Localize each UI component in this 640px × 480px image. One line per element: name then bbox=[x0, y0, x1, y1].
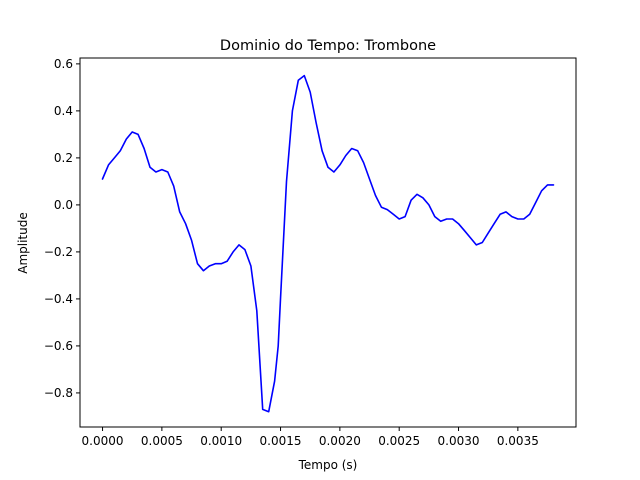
y-tick-label: −0.6 bbox=[44, 339, 73, 353]
y-tick-label: 0.2 bbox=[54, 151, 73, 165]
y-tick-label: −0.2 bbox=[44, 245, 73, 259]
x-tick-label: 0.0000 bbox=[82, 434, 124, 448]
y-tick-label: 0.4 bbox=[54, 104, 73, 118]
y-tick-label: 0.0 bbox=[54, 198, 73, 212]
y-axis-ticks: 0.6 0.4 0.2 0.0 −0.2 −0.4 −0.6 −0.8 bbox=[44, 57, 80, 400]
x-axis-ticks: 0.0000 0.0005 0.0010 0.0015 0.0020 0.0025 0.00… bbox=[82, 427, 539, 448]
x-tick-label: 0.0020 bbox=[319, 434, 361, 448]
x-tick-label: 0.0035 bbox=[497, 434, 539, 448]
y-tick-label: −0.8 bbox=[44, 386, 73, 400]
series-line-group bbox=[101, 74, 555, 413]
x-tick-label: 0.0025 bbox=[378, 434, 420, 448]
y-tick-label: 0.6 bbox=[54, 57, 73, 71]
x-tick-label: 0.0005 bbox=[141, 434, 183, 448]
y-tick-label: −0.4 bbox=[44, 292, 73, 306]
x-tick-label: 0.0010 bbox=[200, 434, 242, 448]
chart-title: Dominio do Tempo: Trombone bbox=[220, 38, 436, 54]
x-tick-label: 0.0015 bbox=[260, 434, 302, 448]
x-tick-label: 0.0030 bbox=[438, 434, 480, 448]
plot-frame bbox=[79, 57, 577, 428]
x-axis-label: Tempo (s) bbox=[298, 458, 358, 472]
series-line bbox=[101, 74, 555, 413]
y-axis-label: Amplitude bbox=[16, 212, 30, 274]
